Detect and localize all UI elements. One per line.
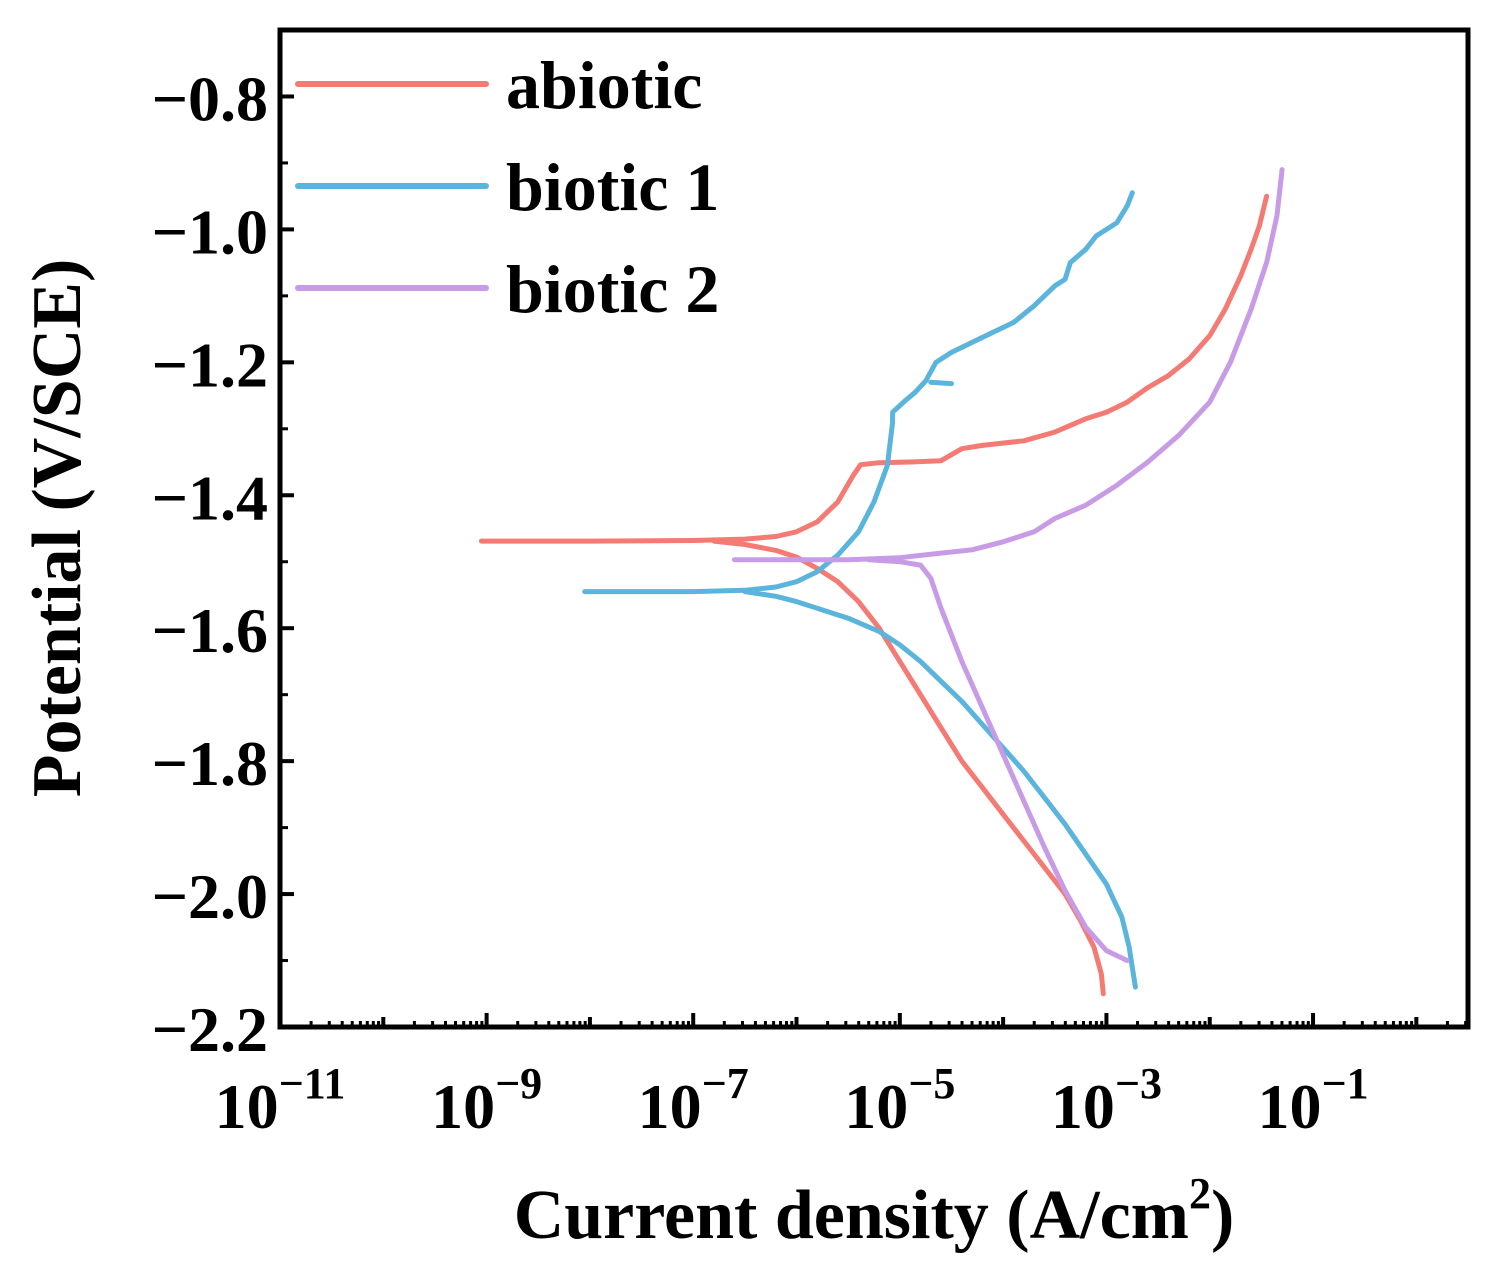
y-tick-label: −1.0 (152, 196, 268, 267)
x-tick-label: 10−11 (215, 1059, 346, 1142)
y-tick-label: −1.6 (152, 595, 268, 666)
y-tick-label: −2.0 (152, 861, 268, 932)
y-tick-label: −1.4 (152, 462, 268, 533)
y-axis-label: Potential (V/SCE) (19, 259, 96, 798)
x-tick-label: 10−3 (1051, 1059, 1162, 1142)
y-tick-labels: −0.8 −1.0 −1.2 −1.4 −1.6 −1.8 −2.0 −2.2 (152, 63, 268, 1065)
y-tick-label: −1.8 (152, 728, 268, 799)
plot-frame (277, 27, 1471, 1030)
legend: abiotic biotic 1 biotic 2 (295, 47, 719, 327)
y-tick-label: −1.2 (152, 329, 268, 400)
legend-label: biotic 1 (506, 149, 719, 225)
x-tick-label: 10−1 (1258, 1059, 1369, 1142)
x-axis-label-main: Current density (A/cm (514, 1177, 1189, 1254)
x-tick-label: 10−9 (431, 1059, 542, 1142)
x-tick-labels: 10−11 10−9 10−7 10−5 10−3 10−1 (215, 1059, 1369, 1142)
x-tick-label: 10−7 (638, 1059, 749, 1142)
x-axis-label-end: ) (1211, 1177, 1234, 1254)
series-line-biotic-2 (732, 167, 1285, 963)
x-axis-label: Current density (A/cm2) (514, 1169, 1235, 1254)
series-line-biotic-1 (582, 190, 1138, 990)
x-axis-label-sup: 2 (1189, 1169, 1211, 1218)
series-layer (478, 167, 1285, 997)
y-tick-label: −0.8 (152, 63, 268, 134)
x-tick-label: 10−5 (844, 1059, 955, 1142)
legend-label: biotic 2 (506, 251, 719, 327)
y-tick-label: −2.2 (152, 994, 268, 1065)
legend-label: abiotic (506, 47, 702, 123)
